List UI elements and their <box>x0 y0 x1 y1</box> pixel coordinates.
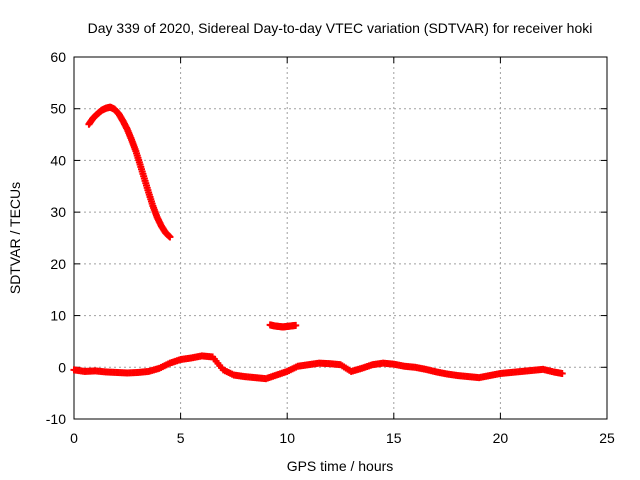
x-tick-label: 5 <box>177 430 185 446</box>
series-arc-mid <box>266 321 300 331</box>
y-tick-label: 10 <box>50 308 66 324</box>
y-tick-label: 0 <box>58 359 66 375</box>
y-tick-label: 60 <box>50 49 66 65</box>
x-tick-label: 15 <box>386 430 402 446</box>
x-tick-label: 20 <box>493 430 509 446</box>
y-tick-label: -10 <box>46 411 66 427</box>
data-point <box>558 369 566 377</box>
series-arc-high <box>85 103 174 241</box>
x-tick-label: 10 <box>279 430 295 446</box>
y-axis-label: SDTVAR / TECUs <box>7 182 23 294</box>
plot-frame <box>73 56 608 420</box>
series-baseline <box>70 352 566 383</box>
data-point <box>166 233 174 241</box>
y-tick-label: 30 <box>50 204 66 220</box>
chart-title: Day 339 of 2020, Sidereal Day-to-day VTE… <box>88 20 593 36</box>
y-tick-label: 40 <box>50 152 66 168</box>
y-tick-label: 20 <box>50 256 66 272</box>
y-tick-label: 50 <box>50 101 66 117</box>
x-tick-label: 0 <box>70 430 78 446</box>
data-point <box>292 321 300 329</box>
x-tick-label: 25 <box>599 430 615 446</box>
data-marks <box>70 103 566 383</box>
x-axis-label: GPS time / hours <box>287 458 394 474</box>
